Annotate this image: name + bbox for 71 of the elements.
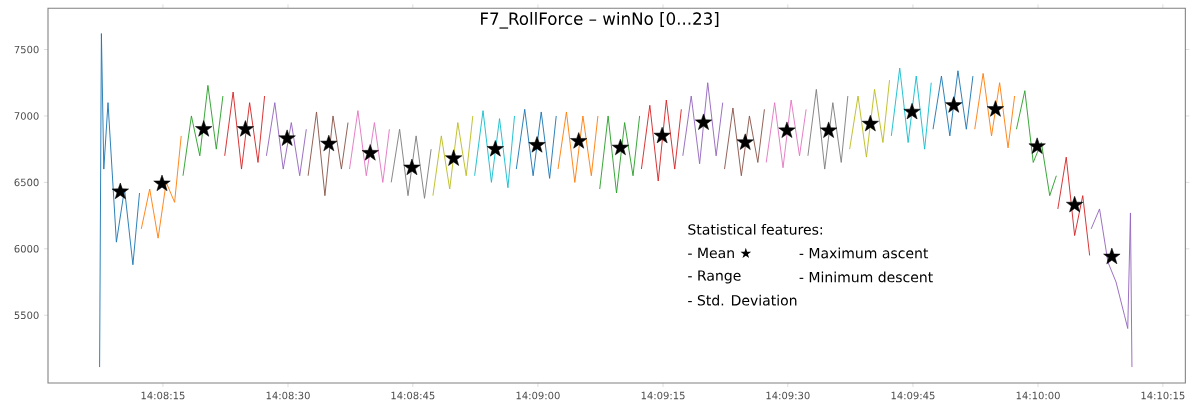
point bbox=[903, 103, 921, 120]
line-series bbox=[515, 108, 557, 179]
x-tick-label: 14:09:45 bbox=[891, 391, 935, 400]
point bbox=[570, 132, 588, 149]
line-series bbox=[599, 115, 641, 194]
y-tick-label: 7000 bbox=[14, 112, 39, 120]
line-series bbox=[890, 67, 932, 150]
x-tick-label: 14:08:45 bbox=[391, 391, 435, 400]
annotation: - Minimum descent bbox=[799, 271, 933, 283]
point bbox=[945, 96, 963, 113]
point bbox=[778, 121, 796, 138]
x-tick-label: 14:09:15 bbox=[641, 391, 685, 400]
y-tick-label: 5500 bbox=[14, 311, 39, 320]
line-series bbox=[182, 84, 224, 177]
point bbox=[611, 138, 629, 156]
line-series bbox=[765, 99, 807, 169]
x-tick-label: 14:10:15 bbox=[1141, 391, 1185, 400]
x-tick-label: 14:08:30 bbox=[266, 391, 310, 400]
point bbox=[653, 126, 671, 144]
line-series bbox=[307, 111, 349, 197]
line-series bbox=[432, 115, 474, 197]
point bbox=[820, 121, 838, 138]
x-tick-label: 14:10:00 bbox=[1016, 391, 1060, 400]
line-series bbox=[640, 99, 682, 182]
chart-title: F7_RollForce – winNo [0...23] bbox=[481, 12, 719, 29]
line-series bbox=[99, 33, 140, 368]
point bbox=[1103, 247, 1121, 265]
point bbox=[153, 174, 171, 191]
y-tick-label: 6000 bbox=[14, 245, 39, 253]
line-series bbox=[1057, 156, 1091, 256]
annotation: - Range bbox=[688, 270, 741, 284]
point bbox=[986, 100, 1004, 117]
annotation: - Mean ★ bbox=[688, 247, 752, 259]
annotation: Statistical features: bbox=[688, 223, 822, 235]
line-series bbox=[265, 102, 307, 177]
point bbox=[361, 144, 379, 161]
line-series bbox=[724, 107, 765, 177]
line-series bbox=[224, 91, 266, 170]
line-series bbox=[682, 82, 724, 165]
x-tick-label: 14:08:15 bbox=[141, 391, 185, 400]
point bbox=[195, 120, 213, 137]
point bbox=[111, 182, 129, 199]
point bbox=[1028, 137, 1046, 154]
x-tick-label: 14:09:30 bbox=[766, 391, 810, 400]
point bbox=[861, 114, 879, 132]
line-series bbox=[474, 110, 515, 189]
annotation: - Std. Deviation bbox=[688, 294, 797, 306]
line-series bbox=[140, 135, 182, 239]
point bbox=[320, 134, 338, 152]
point bbox=[278, 129, 296, 146]
line-series bbox=[932, 70, 974, 137]
point bbox=[528, 136, 546, 153]
line-series bbox=[1090, 208, 1133, 368]
point bbox=[486, 140, 504, 157]
point bbox=[695, 113, 713, 130]
x-tick-label: 14:09:00 bbox=[516, 391, 560, 400]
line-series bbox=[807, 88, 849, 170]
line-series bbox=[1015, 90, 1057, 197]
line-series bbox=[557, 111, 599, 183]
point bbox=[736, 133, 754, 150]
point bbox=[236, 120, 254, 137]
line-series bbox=[849, 79, 890, 158]
y-tick-label: 6500 bbox=[14, 178, 39, 187]
line-series bbox=[974, 72, 1016, 149]
line-series bbox=[390, 128, 432, 199]
line-series bbox=[349, 110, 390, 183]
point bbox=[445, 149, 463, 166]
point bbox=[403, 158, 421, 176]
point bbox=[1066, 196, 1084, 213]
annotation: - Maximum ascent bbox=[799, 247, 929, 259]
y-tick-label: 7500 bbox=[14, 45, 39, 54]
